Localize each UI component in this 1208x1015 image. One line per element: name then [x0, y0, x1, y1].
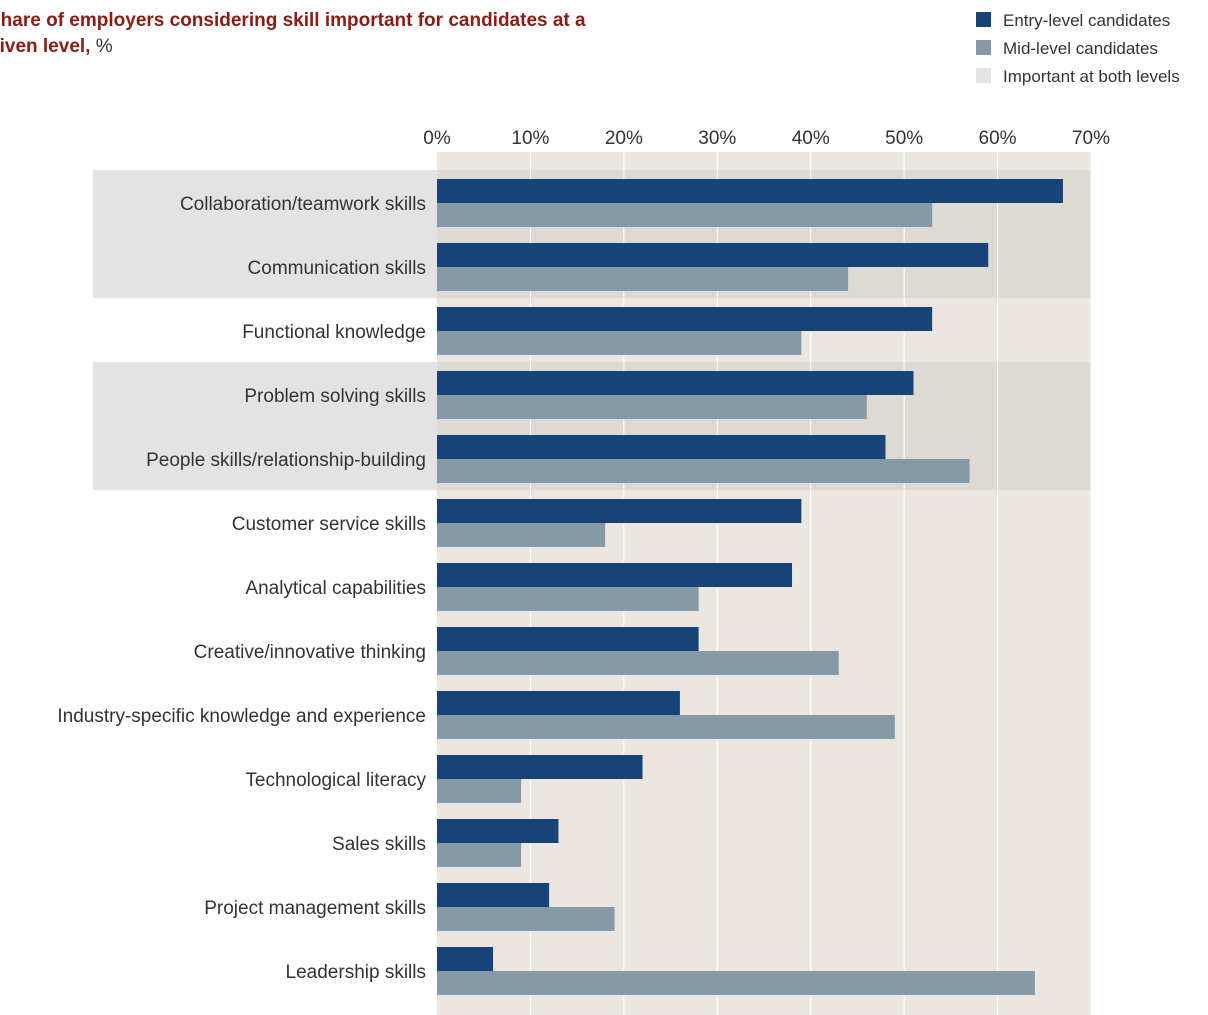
bar-entry-analytical-capabilities: [437, 563, 793, 587]
x-tick-label: 20%: [605, 128, 643, 149]
legend-label-entry-level-candidates: Entry-level candidates: [1003, 11, 1170, 30]
bar-mid-leadership-skills: [437, 971, 1035, 995]
legend-swatch-entry-level-candidates: [976, 12, 991, 27]
bar-mid-functional-knowledge: [437, 331, 802, 355]
bar-entry-technological-literacy: [437, 755, 643, 779]
x-tick-label: 10%: [511, 128, 549, 149]
bar-mid-communication-skills: [437, 267, 849, 291]
bar-mid-collaboration-teamwork-skills: [437, 203, 933, 227]
category-label-analytical-capabilities: Analytical capabilities: [245, 578, 426, 599]
category-label-project-management-skills: Project management skills: [204, 898, 426, 919]
bar-entry-problem-solving-skills: [437, 371, 914, 395]
bar-mid-technological-literacy: [437, 779, 522, 803]
chart-title-main: Share of employers considering skill imp…: [0, 10, 586, 57]
bar-mid-sales-skills: [437, 843, 522, 867]
highlight-band-label: [93, 362, 437, 490]
bar-mid-customer-service-skills: [437, 523, 606, 547]
chart-title: Share of employers considering skill imp…: [0, 8, 628, 60]
x-tick-label: 50%: [885, 128, 923, 149]
bar-entry-leadership-skills: [437, 947, 494, 971]
bar-mid-people-skills-relationship-building: [437, 459, 970, 483]
x-tick-label: 30%: [698, 128, 736, 149]
bar-entry-industry-specific-knowledge-and-experience: [437, 691, 680, 715]
x-tick-label: 0%: [423, 128, 451, 149]
bar-mid-analytical-capabilities: [437, 587, 699, 611]
highlight-band-label: [93, 170, 437, 298]
bar-entry-sales-skills: [437, 819, 559, 843]
bar-entry-project-management-skills: [437, 883, 550, 907]
category-label-collaboration-teamwork-skills: Collaboration/teamwork skills: [180, 194, 426, 215]
bar-mid-project-management-skills: [437, 907, 615, 931]
category-label-communication-skills: Communication skills: [248, 258, 426, 279]
x-tick-label: 40%: [792, 128, 830, 149]
x-tick-label: 60%: [979, 128, 1017, 149]
legend-swatch-mid-level-candidates: [976, 40, 991, 55]
bar-entry-functional-knowledge: [437, 307, 933, 331]
legend-label-important-at-both-levels: Important at both levels: [1003, 67, 1180, 86]
category-label-technological-literacy: Technological literacy: [245, 770, 426, 791]
bar-mid-creative-innovative-thinking: [437, 651, 839, 675]
x-tick-label: 70%: [1072, 128, 1110, 149]
category-label-problem-solving-skills: Problem solving skills: [244, 386, 426, 407]
chart-title-unit: %: [95, 36, 113, 57]
bar-entry-people-skills-relationship-building: [437, 435, 886, 459]
bar-entry-communication-skills: [437, 243, 989, 267]
category-label-leadership-skills: Leadership skills: [286, 962, 426, 983]
category-label-creative-innovative-thinking: Creative/innovative thinking: [194, 642, 426, 663]
bar-mid-industry-specific-knowledge-and-experience: [437, 715, 895, 739]
bar-mid-problem-solving-skills: [437, 395, 867, 419]
legend-swatch-important-at-both-levels: [976, 68, 991, 83]
category-label-people-skills-relationship-building: People skills/relationship-building: [146, 450, 426, 471]
category-label-functional-knowledge: Functional knowledge: [242, 322, 426, 343]
bar-entry-creative-innovative-thinking: [437, 627, 699, 651]
category-label-industry-specific-knowledge-and-experience: Industry-specific knowledge and experien…: [57, 706, 426, 727]
legend-label-mid-level-candidates: Mid-level candidates: [1003, 39, 1158, 58]
category-label-sales-skills: Sales skills: [332, 834, 426, 855]
bar-entry-customer-service-skills: [437, 499, 802, 523]
bar-entry-collaboration-teamwork-skills: [437, 179, 1063, 203]
category-label-customer-service-skills: Customer service skills: [232, 514, 426, 535]
